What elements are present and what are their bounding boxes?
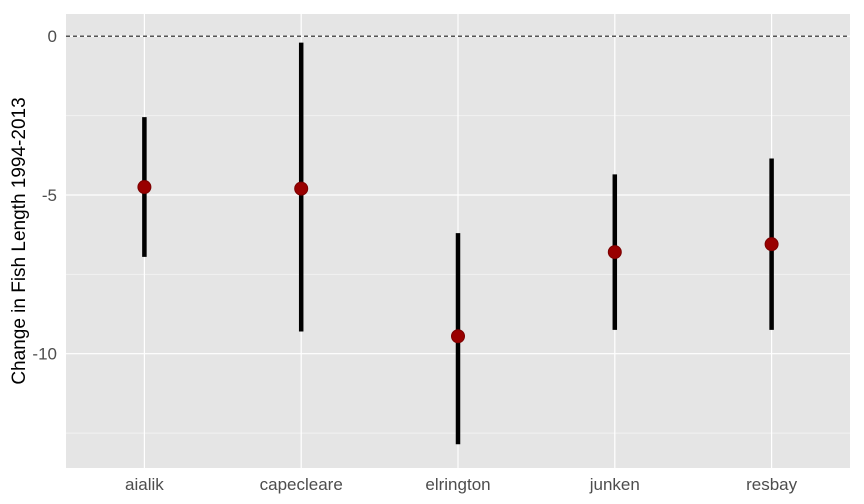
y-axis-title: Change in Fish Length 1994-2013: [9, 97, 30, 384]
data-point: [764, 237, 779, 252]
data-point: [137, 180, 152, 195]
x-tick-label: resbay: [746, 475, 798, 494]
x-tick-label: junken: [589, 475, 640, 494]
data-point: [451, 329, 465, 344]
x-tick-label: aialik: [125, 475, 164, 494]
y-axis-ticks: 0 -5 -10: [32, 27, 57, 363]
x-tick-label: capecleare: [260, 475, 343, 494]
x-tick-label: elrington: [425, 475, 490, 494]
y-tick-label: -5: [42, 186, 57, 205]
y-tick-label: 0: [48, 27, 57, 46]
data-point: [607, 245, 622, 260]
data-points: [137, 180, 779, 344]
x-axis-ticks: aialik capecleare elrington junken resbay: [125, 475, 798, 494]
y-tick-label: -10: [32, 345, 57, 364]
data-point: [294, 181, 309, 196]
